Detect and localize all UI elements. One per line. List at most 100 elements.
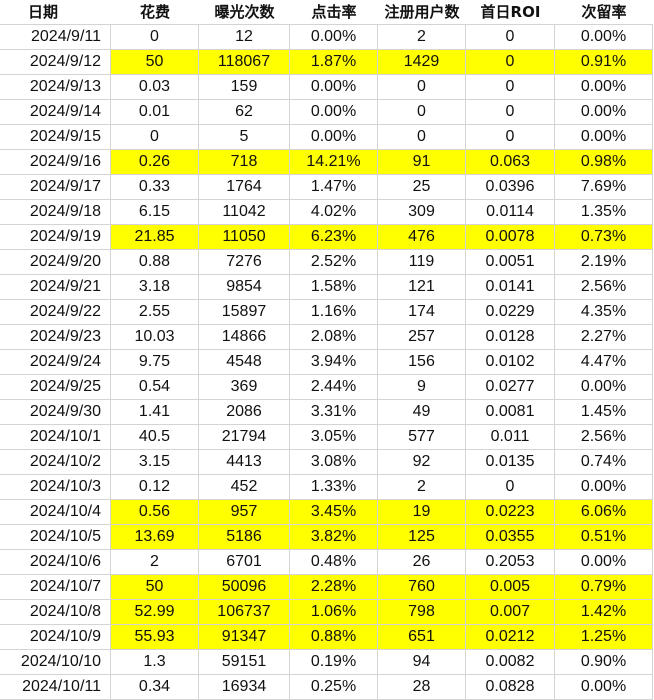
cell-date[interactable]: 2024/9/19 (0, 225, 111, 250)
cell-retention[interactable]: 4.35% (555, 300, 653, 325)
cell-ctr[interactable]: 14.21% (290, 150, 378, 175)
cell-impressions[interactable]: 957 (199, 500, 290, 525)
cell-retention[interactable]: 7.69% (555, 175, 653, 200)
cell-registrations[interactable]: 156 (378, 350, 466, 375)
cell-cost[interactable]: 1.41 (111, 400, 199, 425)
cell-first-day-roi[interactable]: 0 (466, 125, 555, 150)
cell-retention[interactable]: 0.00% (555, 125, 653, 150)
cell-ctr[interactable]: 3.94% (290, 350, 378, 375)
cell-cost[interactable]: 40.5 (111, 425, 199, 450)
cell-retention[interactable]: 0.73% (555, 225, 653, 250)
cell-date[interactable]: 2024/10/9 (0, 625, 111, 650)
cell-date[interactable]: 2024/9/16 (0, 150, 111, 175)
cell-retention[interactable]: 0.00% (555, 375, 653, 400)
cell-first-day-roi[interactable]: 0.0051 (466, 250, 555, 275)
cell-impressions[interactable]: 12 (199, 25, 290, 50)
cell-cost[interactable]: 0.56 (111, 500, 199, 525)
cell-first-day-roi[interactable]: 0.0828 (466, 675, 555, 700)
cell-registrations[interactable]: 577 (378, 425, 466, 450)
cell-cost[interactable]: 0.26 (111, 150, 199, 175)
cell-retention[interactable]: 0.79% (555, 575, 653, 600)
cell-date[interactable]: 2024/10/5 (0, 525, 111, 550)
cell-impressions[interactable]: 4548 (199, 350, 290, 375)
cell-registrations[interactable]: 91 (378, 150, 466, 175)
cell-retention[interactable]: 1.45% (555, 400, 653, 425)
cell-first-day-roi[interactable]: 0 (466, 475, 555, 500)
cell-cost[interactable]: 2.55 (111, 300, 199, 325)
cell-retention[interactable]: 2.19% (555, 250, 653, 275)
cell-ctr[interactable]: 1.47% (290, 175, 378, 200)
cell-impressions[interactable]: 91347 (199, 625, 290, 650)
cell-ctr[interactable]: 0.00% (290, 125, 378, 150)
cell-impressions[interactable]: 9854 (199, 275, 290, 300)
cell-registrations[interactable]: 25 (378, 175, 466, 200)
cell-date[interactable]: 2024/9/21 (0, 275, 111, 300)
cell-retention[interactable]: 1.42% (555, 600, 653, 625)
cell-registrations[interactable]: 0 (378, 75, 466, 100)
cell-registrations[interactable]: 121 (378, 275, 466, 300)
cell-first-day-roi[interactable]: 0.0078 (466, 225, 555, 250)
cell-retention[interactable]: 0.98% (555, 150, 653, 175)
cell-impressions[interactable]: 59151 (199, 650, 290, 675)
header-ctr[interactable]: 点击率 (290, 0, 378, 25)
cell-first-day-roi[interactable]: 0.0135 (466, 450, 555, 475)
cell-date[interactable]: 2024/10/6 (0, 550, 111, 575)
cell-date[interactable]: 2024/9/22 (0, 300, 111, 325)
cell-retention[interactable]: 0.00% (555, 75, 653, 100)
cell-retention[interactable]: 2.56% (555, 275, 653, 300)
cell-registrations[interactable]: 309 (378, 200, 466, 225)
cell-ctr[interactable]: 1.16% (290, 300, 378, 325)
cell-first-day-roi[interactable]: 0.0081 (466, 400, 555, 425)
cell-ctr[interactable]: 0.19% (290, 650, 378, 675)
cell-ctr[interactable]: 0.00% (290, 25, 378, 50)
cell-cost[interactable]: 0.54 (111, 375, 199, 400)
cell-ctr[interactable]: 0.88% (290, 625, 378, 650)
cell-ctr[interactable]: 6.23% (290, 225, 378, 250)
cell-impressions[interactable]: 15897 (199, 300, 290, 325)
cell-retention[interactable]: 0.00% (555, 100, 653, 125)
cell-registrations[interactable]: 798 (378, 600, 466, 625)
cell-registrations[interactable]: 1429 (378, 50, 466, 75)
cell-date[interactable]: 2024/9/11 (0, 25, 111, 50)
cell-cost[interactable]: 50 (111, 50, 199, 75)
cell-ctr[interactable]: 1.33% (290, 475, 378, 500)
cell-first-day-roi[interactable]: 0 (466, 50, 555, 75)
cell-cost[interactable]: 0.88 (111, 250, 199, 275)
cell-date[interactable]: 2024/9/17 (0, 175, 111, 200)
cell-cost[interactable]: 13.69 (111, 525, 199, 550)
cell-retention[interactable]: 0.91% (555, 50, 653, 75)
cell-retention[interactable]: 2.56% (555, 425, 653, 450)
cell-registrations[interactable]: 125 (378, 525, 466, 550)
cell-ctr[interactable]: 2.08% (290, 325, 378, 350)
cell-date[interactable]: 2024/9/14 (0, 100, 111, 125)
cell-retention[interactable]: 0.00% (555, 25, 653, 50)
cell-cost[interactable]: 0.34 (111, 675, 199, 700)
cell-cost[interactable]: 0.12 (111, 475, 199, 500)
header-retention[interactable]: 次留率 (555, 0, 653, 25)
cell-ctr[interactable]: 0.00% (290, 100, 378, 125)
cell-date[interactable]: 2024/10/8 (0, 600, 111, 625)
cell-retention[interactable]: 4.47% (555, 350, 653, 375)
cell-retention[interactable]: 1.35% (555, 200, 653, 225)
cell-impressions[interactable]: 159 (199, 75, 290, 100)
cell-impressions[interactable]: 5186 (199, 525, 290, 550)
cell-registrations[interactable]: 26 (378, 550, 466, 575)
cell-impressions[interactable]: 5 (199, 125, 290, 150)
cell-first-day-roi[interactable]: 0.0128 (466, 325, 555, 350)
cell-first-day-roi[interactable]: 0.0277 (466, 375, 555, 400)
cell-impressions[interactable]: 11050 (199, 225, 290, 250)
cell-cost[interactable]: 50 (111, 575, 199, 600)
header-cost[interactable]: 花费 (111, 0, 199, 25)
cell-impressions[interactable]: 369 (199, 375, 290, 400)
cell-retention[interactable]: 0.00% (555, 675, 653, 700)
cell-cost[interactable]: 6.15 (111, 200, 199, 225)
cell-cost[interactable]: 0 (111, 125, 199, 150)
cell-date[interactable]: 2024/10/1 (0, 425, 111, 450)
cell-retention[interactable]: 0.74% (555, 450, 653, 475)
cell-registrations[interactable]: 9 (378, 375, 466, 400)
cell-retention[interactable]: 0.51% (555, 525, 653, 550)
cell-impressions[interactable]: 14866 (199, 325, 290, 350)
cell-registrations[interactable]: 49 (378, 400, 466, 425)
cell-date[interactable]: 2024/9/24 (0, 350, 111, 375)
header-impressions[interactable]: 曝光次数 (199, 0, 290, 25)
